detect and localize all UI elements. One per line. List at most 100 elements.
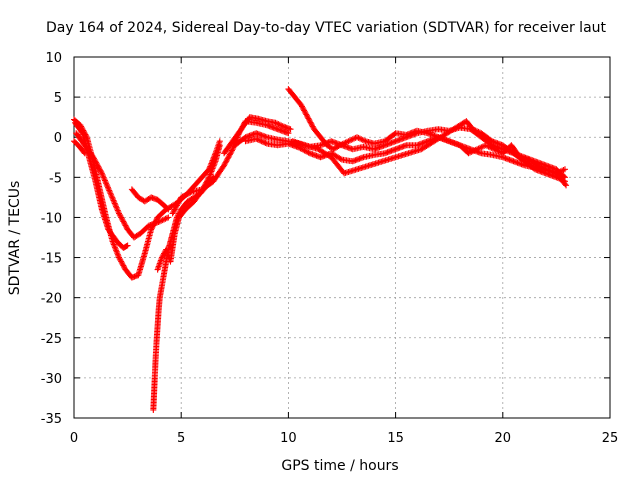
data-point: [108, 193, 115, 200]
data-point: [123, 243, 130, 250]
data-point: [226, 151, 233, 158]
data-point: [478, 144, 485, 151]
data-point: [354, 134, 361, 141]
data-point: [471, 126, 478, 133]
data-point: [494, 147, 501, 154]
data-point: [119, 217, 126, 224]
data-point: [262, 140, 269, 147]
data-point: [114, 206, 121, 213]
data-point: [299, 104, 306, 111]
data-points: [71, 86, 570, 413]
data-point: [275, 121, 282, 128]
data-point: [472, 146, 479, 153]
data-point: [287, 126, 294, 133]
data-point: [118, 214, 125, 221]
data-point: [472, 127, 479, 134]
x-tick-label: 5: [177, 431, 185, 446]
x-tick-label: 10: [280, 431, 297, 446]
plot-frame: [73, 56, 611, 419]
data-point: [148, 226, 155, 233]
data-point: [556, 168, 563, 175]
data-point: [98, 170, 105, 177]
data-point: [176, 197, 183, 204]
data-point: [306, 118, 313, 125]
data-point: [302, 148, 309, 155]
data-point: [278, 122, 285, 129]
data-point: [117, 257, 124, 264]
data-point: [101, 177, 108, 184]
data-point: [272, 119, 279, 126]
data-point: [301, 107, 308, 114]
grid-lines: [74, 57, 610, 418]
data-point: [159, 217, 166, 224]
data-point: [228, 148, 235, 155]
data-point: [228, 147, 235, 154]
data-point: [306, 116, 313, 123]
data-point: [174, 201, 181, 208]
data-point: [356, 135, 363, 142]
data-point: [121, 221, 128, 228]
data-point: [108, 191, 115, 198]
data-point: [303, 111, 310, 118]
data-point: [165, 214, 172, 221]
data-point: [308, 120, 315, 127]
data-point: [179, 193, 186, 200]
series-track-13: [289, 118, 568, 185]
data-point: [115, 209, 122, 216]
y-tick-label: -30: [41, 372, 62, 387]
data-point: [484, 142, 491, 149]
data-point: [296, 144, 303, 151]
data-point: [106, 188, 113, 195]
data-point: [184, 190, 191, 197]
data-point: [273, 120, 280, 127]
y-tick-label: 10: [45, 51, 62, 66]
data-point: [308, 122, 315, 129]
y-tick-label: -10: [41, 211, 62, 226]
data-point: [96, 164, 103, 171]
data-point: [563, 182, 570, 189]
data-point: [160, 251, 167, 258]
data-point: [93, 159, 100, 166]
data-point: [120, 262, 127, 269]
data-point: [561, 166, 568, 173]
y-tick-label: -5: [49, 171, 62, 186]
data-point: [309, 123, 316, 130]
data-point: [338, 141, 345, 148]
y-tick-label: -15: [41, 252, 62, 267]
axis-ticks: 0 5 10 15 20 25 -35 -30 -25 -20 -15 -10 -5 0 5 10: [41, 51, 619, 446]
data-point: [91, 156, 98, 163]
data-point: [466, 149, 473, 156]
y-tick-label: 0: [54, 131, 62, 146]
data-point: [482, 142, 489, 149]
data-point: [116, 255, 123, 262]
data-point: [276, 121, 283, 128]
data-point: [301, 108, 308, 115]
data-point: [159, 253, 166, 260]
data-point: [178, 194, 185, 201]
data-point: [303, 112, 310, 119]
data-point: [468, 148, 475, 155]
data-point: [119, 261, 126, 268]
data-point: [113, 204, 120, 211]
data-point: [103, 181, 110, 188]
data-point: [158, 254, 165, 261]
data-point: [173, 203, 180, 210]
data-point: [121, 263, 128, 270]
data-point: [307, 119, 314, 126]
data-point: [227, 150, 234, 157]
data-point: [534, 162, 541, 169]
data-point: [297, 145, 304, 152]
data-point: [302, 110, 309, 117]
series-track-4: [71, 138, 88, 157]
data-point: [103, 180, 110, 187]
data-point: [221, 162, 228, 169]
x-tick-label: 25: [602, 431, 619, 446]
data-point: [102, 178, 109, 185]
data-point: [305, 149, 312, 156]
data-point: [112, 201, 119, 208]
data-point: [465, 150, 472, 157]
data-point: [336, 142, 343, 149]
data-point: [92, 158, 99, 165]
data-point: [118, 258, 125, 265]
